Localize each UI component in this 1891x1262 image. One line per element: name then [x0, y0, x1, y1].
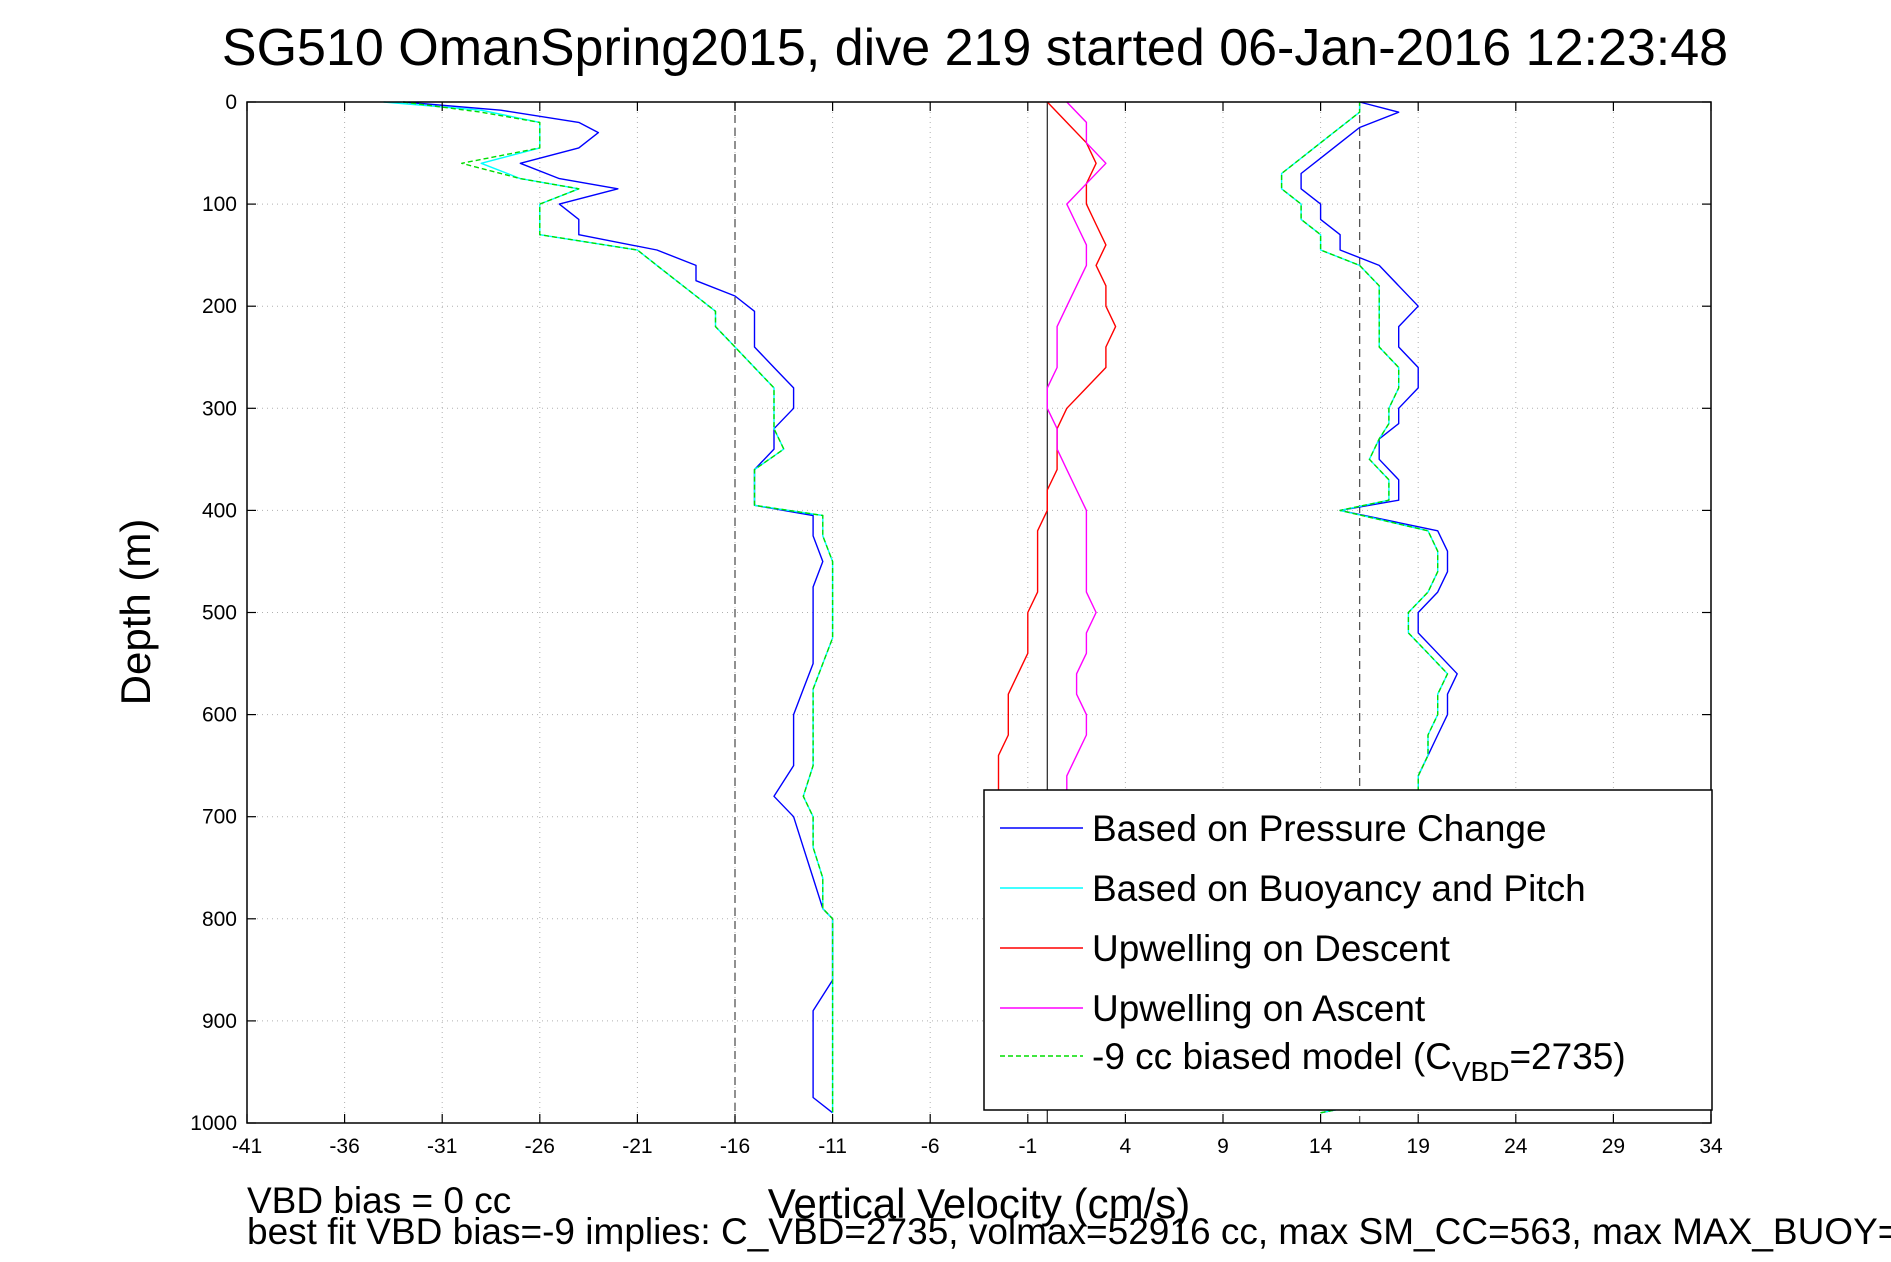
legend-label: -9 cc biased model (CVBD=2735): [1092, 1036, 1626, 1087]
x-tick-label: 29: [1602, 1135, 1625, 1158]
legend-label: Based on Buoyancy and Pitch: [1092, 868, 1586, 909]
x-tick-label: -26: [525, 1135, 555, 1158]
y-tick-label: 800: [202, 908, 237, 931]
footer-line-1: VBD bias = 0 cc: [247, 1180, 511, 1221]
x-tick-label: -21: [622, 1135, 652, 1158]
legend-items: Based on Pressure Change Based on Buoyanc…: [1000, 808, 1626, 1087]
footer-line-2: best fit VBD bias=-9 implies: C_VBD=2735…: [247, 1211, 1891, 1252]
y-axis-label: Depth (m): [112, 519, 159, 706]
y-tick-label: 0: [225, 91, 237, 114]
x-tick-label: 24: [1504, 1135, 1528, 1158]
chart-title: SG510 OmanSpring2015, dive 219 started 0…: [222, 19, 1728, 77]
legend-label-main: -9 cc biased model (C: [1092, 1036, 1452, 1077]
y-tick-label: 500: [202, 602, 237, 625]
x-tick-label: -6: [921, 1135, 940, 1158]
legend-label: Upwelling on Descent: [1092, 928, 1451, 969]
legend: Based on Pressure Change Based on Buoyanc…: [983, 789, 1713, 1111]
x-tick-label: 14: [1309, 1135, 1333, 1158]
x-tick-label: 9: [1217, 1135, 1229, 1158]
y-tick-label: 200: [202, 295, 237, 318]
legend-label: Upwelling on Ascent: [1092, 988, 1426, 1029]
x-tick-label: -16: [720, 1135, 750, 1158]
y-tick-label: 600: [202, 704, 237, 727]
y-tick-label: 100: [202, 193, 237, 216]
y-tick-label: 1000: [190, 1112, 237, 1135]
x-tick-label: -41: [232, 1135, 262, 1158]
legend-label: Based on Pressure Change: [1092, 808, 1547, 849]
y-tick-label: 900: [202, 1010, 237, 1033]
y-tick-label: 700: [202, 806, 237, 829]
ticks: -41 -36 -31 -26 -21 -16 -11 -6 -1 4 9 14 19 24 29 34 0 10…: [190, 91, 1723, 1158]
series-line: [403, 101, 834, 1113]
x-tick-label: -36: [329, 1135, 359, 1158]
y-tick-label: 300: [202, 397, 237, 420]
x-axis-label: Vertical Velocity (cm/s): [768, 1180, 1190, 1227]
x-tick-label: 34: [1699, 1135, 1723, 1158]
x-tick-label: -11: [818, 1135, 847, 1158]
x-tick-label: -31: [427, 1135, 457, 1158]
legend-box: [983, 789, 1713, 1111]
x-tick-label: -1: [1018, 1135, 1037, 1158]
series-line: [1046, 101, 1107, 797]
legend-label-subscript: VBD: [1452, 1056, 1510, 1087]
y-tick-label: 400: [202, 499, 237, 522]
x-tick-label: 19: [1407, 1135, 1430, 1158]
x-tick-label: 4: [1120, 1135, 1132, 1158]
legend-label-tail: =2735): [1509, 1036, 1625, 1077]
